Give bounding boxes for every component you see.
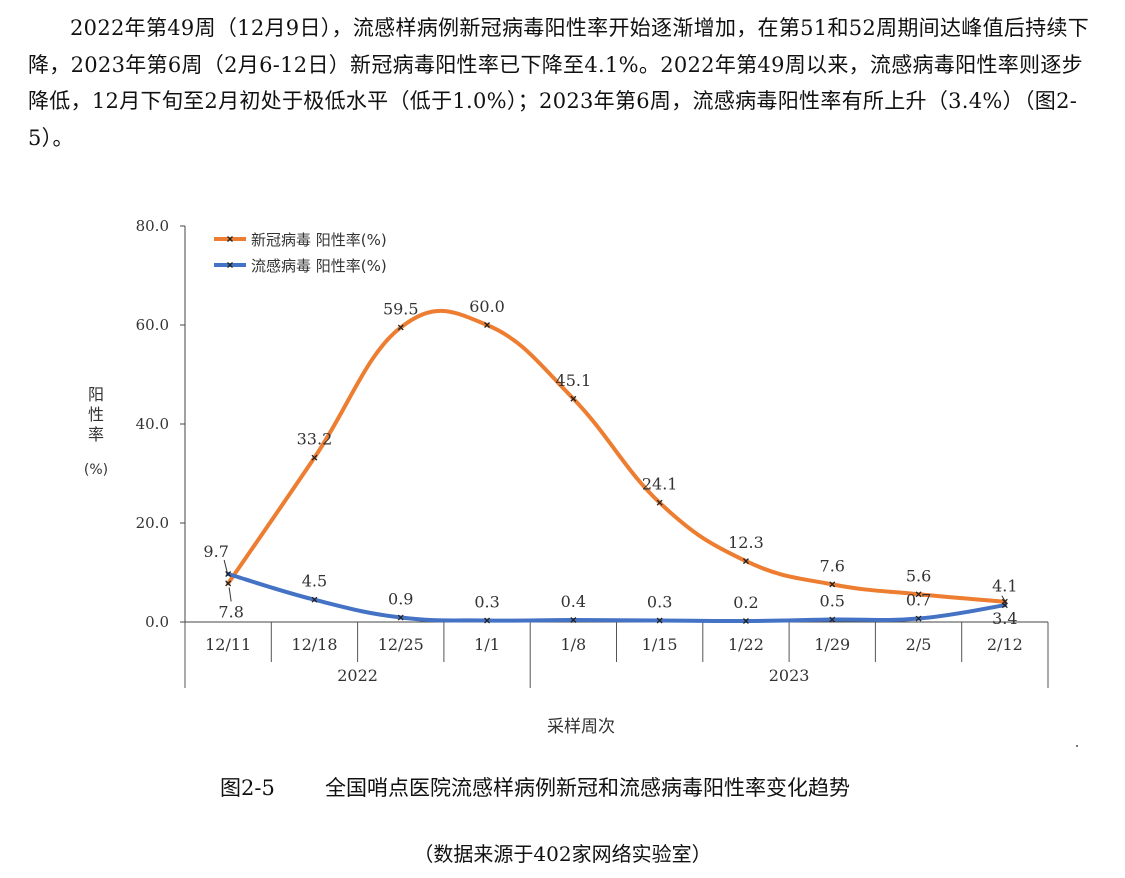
flu-data-label: 0.4	[561, 592, 586, 611]
x-tick-label: 1/1	[474, 635, 500, 654]
covid-data-label: 24.1	[642, 475, 678, 494]
flu-point	[656, 617, 663, 624]
covid-point	[829, 581, 836, 588]
flu-data-label: 0.5	[820, 592, 845, 611]
x-axis: 12/11 12/18 12/25 1/1 1/8 1/15 1/22 1/29 2/5 2/12…	[184, 621, 1049, 688]
x-tick-label: 1/22	[728, 635, 764, 654]
covid-data-label: 7.6	[820, 556, 845, 575]
flu-data-label: 0.9	[388, 590, 413, 609]
flu-data-label: 4.5	[302, 572, 327, 591]
flu-data-label: 0.3	[647, 593, 672, 612]
data-source-note: （数据来源于402家网络实验室）	[413, 842, 712, 866]
x-tick-label: 12/11	[205, 635, 251, 654]
x-tick-label: 2/5	[906, 635, 932, 654]
covid-data-label: 4.1	[992, 577, 1017, 596]
covid-data-label: 12.3	[728, 533, 764, 552]
data-labels: 7.8 33.2 59.5 60.0 45.1 24.1 12.3 7.6 5.6 4.1 9.7 4…	[203, 297, 1017, 628]
flu-data-label: 0.2	[733, 593, 758, 612]
flu-data-label: 0.7	[906, 591, 931, 610]
y-axis-title-char: 性	[88, 405, 104, 424]
flu-data-label: 9.7	[203, 542, 228, 561]
covid-point	[915, 591, 922, 598]
y-axis-title-char: 率	[88, 425, 104, 444]
flu-point	[742, 618, 749, 624]
x-tick-label: 12/25	[378, 635, 424, 654]
y-axis: 0.0 20.0 40.0 60.0 80.0	[136, 217, 186, 631]
y-axis-title-unit: (%)	[84, 462, 108, 478]
intro-paragraph: 2022年第49周（12月9日），流感样病例新冠病毒阳性率开始逐渐增加，在第51…	[28, 16, 1090, 150]
covid-data-label: 5.6	[906, 566, 931, 585]
legend: 新冠病毒 阳性率(%) 流感病毒 阳性率(%)	[214, 231, 387, 275]
y-tick-label: 40.0	[136, 415, 169, 433]
flu-series-line	[226, 571, 1007, 624]
y-tick-label: 20.0	[136, 514, 169, 532]
covid-point	[311, 454, 318, 461]
y-axis-title: 阳性率 (%)	[84, 385, 108, 478]
legend-marker	[227, 236, 233, 242]
x-tick-label: 1/8	[560, 635, 586, 654]
covid-data-label: 33.2	[297, 430, 333, 449]
flu-point	[484, 617, 491, 624]
y-tick-label: 80.0	[136, 217, 169, 235]
legend-marker	[227, 262, 233, 268]
covid-point	[397, 324, 404, 331]
legend-label: 新冠病毒 阳性率(%)	[251, 231, 387, 249]
figure-number: 图2-5	[220, 776, 275, 800]
x-tick-label: 1/29	[814, 635, 850, 654]
figure-caption: 图2-5 全国哨点医院流感样病例新冠和流感病毒阳性率变化趋势	[220, 772, 850, 802]
covid-point	[742, 558, 749, 565]
year-group-label: 2022	[337, 666, 378, 685]
covid-data-label: 45.1	[556, 371, 592, 390]
covid-series-line	[226, 308, 1007, 604]
y-axis-title-char: 阳	[88, 385, 104, 404]
x-tick-label: 1/15	[642, 635, 678, 654]
x-tick-label: 12/18	[291, 635, 337, 654]
flu-point	[1001, 602, 1008, 609]
covid-point	[656, 499, 663, 506]
flu-point	[311, 596, 318, 603]
y-tick-label: 60.0	[136, 316, 169, 334]
flu-point	[915, 615, 922, 622]
covid-point	[484, 322, 491, 328]
label-leader-line	[228, 587, 232, 602]
figure-title: 全国哨点医院流感样病例新冠和流感病毒阳性率变化趋势	[325, 776, 850, 800]
flu-point	[225, 571, 232, 577]
stray-dot	[1076, 745, 1078, 747]
flu-point	[397, 614, 404, 621]
x-tick-label: 2/12	[987, 635, 1023, 654]
covid-data-label: 59.5	[383, 299, 419, 318]
y-tick-label: 0.0	[145, 613, 169, 631]
label-leader-line	[1001, 595, 1006, 601]
x-axis-title: 采样周次	[547, 717, 615, 737]
flu-point	[829, 616, 836, 623]
covid-point	[225, 580, 232, 587]
flu-point	[570, 617, 577, 623]
covid-data-label: 60.0	[469, 297, 505, 316]
positivity-rate-chart: 0.0 20.0 40.0 60.0 80.0 12/11 12/18 12/25 1/1 1/…	[84, 217, 1049, 737]
flu-data-label: 3.4	[992, 609, 1017, 628]
flu-data-label: 0.3	[474, 593, 499, 612]
year-group-label: 2023	[769, 666, 810, 685]
label-leader-line	[223, 559, 228, 573]
plot-area	[225, 308, 1008, 624]
covid-point	[570, 395, 577, 402]
legend-label: 流感病毒 阳性率(%)	[251, 257, 387, 275]
y-axis-title-text: 阳性率 (%)	[84, 385, 108, 478]
covid-data-label: 7.8	[218, 602, 243, 621]
